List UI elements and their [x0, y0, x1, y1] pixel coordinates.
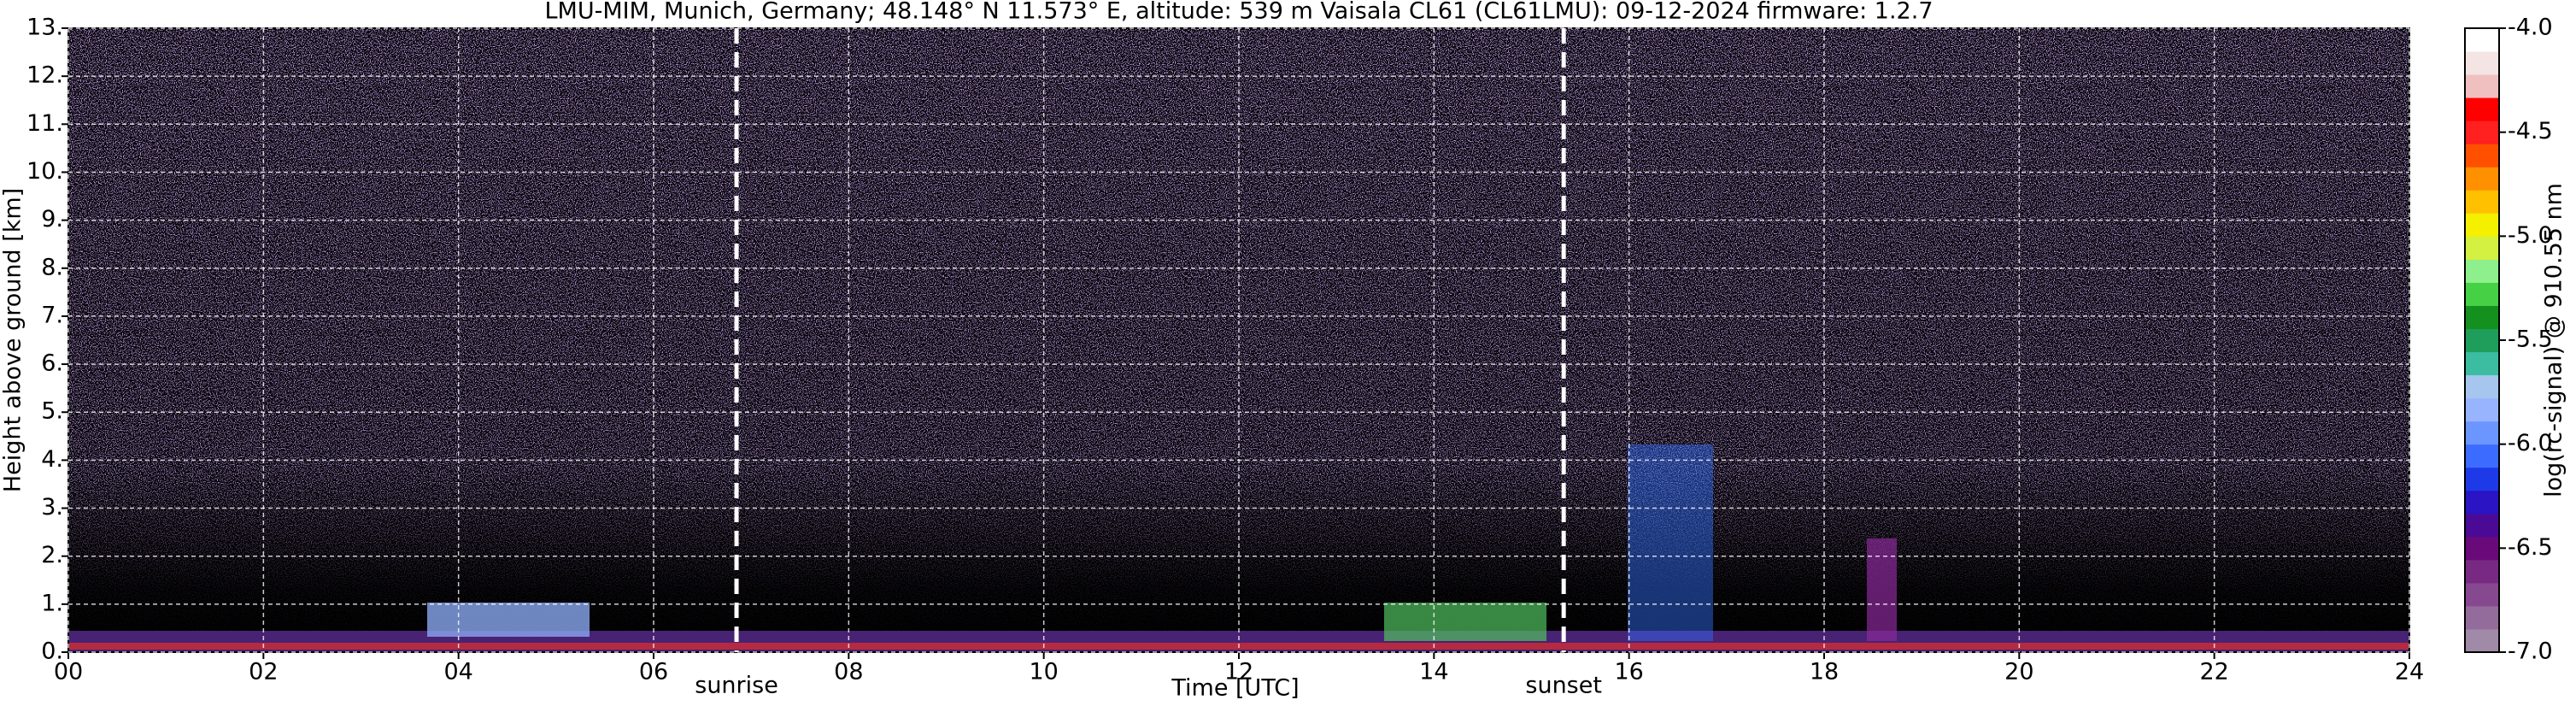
- x-tick-label: 16: [1614, 659, 1643, 685]
- colorbar-level: [2465, 328, 2499, 353]
- colorbar-tick-label: -4.5: [2508, 118, 2553, 144]
- y-tick-label: 3.: [41, 494, 63, 521]
- colorbar-level: [2465, 190, 2499, 214]
- colorbar-tick-label: -6.5: [2508, 534, 2553, 561]
- colorbar-tick-label: -5.5: [2508, 327, 2553, 353]
- y-tick-label: 7.: [41, 302, 63, 328]
- y-tick-label: 10.: [26, 158, 63, 185]
- colorbar-level: [2465, 121, 2499, 144]
- colorbar-level: [2465, 467, 2499, 491]
- colorbar-level: [2465, 236, 2499, 260]
- cloud-feature: [1628, 444, 1713, 641]
- y-tick-label: 4.: [41, 446, 63, 473]
- colorbar-level: [2465, 444, 2499, 468]
- colorbar-level: [2465, 351, 2499, 376]
- colorbar-level: [2465, 490, 2499, 515]
- x-tick-label: 04: [443, 659, 472, 685]
- colorbar-level: [2465, 374, 2499, 399]
- colorbar-level: [2465, 167, 2499, 191]
- x-tick-label: 22: [2199, 659, 2228, 685]
- annotation-label: sunrise: [695, 673, 778, 699]
- colorbar-level: [2465, 397, 2499, 422]
- y-tick-label: 0.: [41, 638, 63, 665]
- colorbar-label: log(rc-signal) @ 910.55 nm: [2541, 183, 2567, 497]
- colorbar-level: [2465, 97, 2499, 121]
- x-tick-label: 20: [2004, 659, 2033, 685]
- x-tick-label: 24: [2395, 659, 2424, 685]
- aerosol-layer: [1384, 603, 1546, 641]
- colorbar-tick-label: -6.0: [2508, 430, 2553, 456]
- y-tick-label: 8.: [41, 254, 63, 280]
- y-axis-label: Height above ground [km]: [0, 188, 26, 492]
- colorbar-level: [2465, 582, 2499, 607]
- x-tick-label: 06: [639, 659, 668, 685]
- y-tick-label: 5.: [41, 398, 63, 425]
- x-tick-label: 10: [1029, 659, 1058, 685]
- colorbar-level: [2465, 421, 2499, 445]
- colorbar-tick-label: -7.0: [2508, 638, 2553, 665]
- cloud-feature: [1867, 538, 1897, 641]
- x-tick-label: 18: [1810, 659, 1839, 685]
- colorbar-level: [2465, 28, 2499, 52]
- colorbar-level: [2465, 536, 2499, 561]
- colorbar-tick-label: -5.0: [2508, 222, 2553, 249]
- y-tick-label: 13.: [26, 15, 63, 41]
- x-tick-label: 02: [249, 659, 278, 685]
- y-tick-label: 12.: [26, 62, 63, 89]
- x-tick-label: 14: [1419, 659, 1448, 685]
- colorbar-level: [2465, 513, 2499, 538]
- y-tick-label: 6.: [41, 350, 63, 377]
- x-tick-label: 08: [834, 659, 863, 685]
- colorbar-level: [2465, 282, 2499, 306]
- colorbar-tick-label: -4.0: [2508, 15, 2553, 41]
- y-tick-label: 1.: [41, 590, 63, 616]
- colorbar-level: [2465, 213, 2499, 237]
- colorbar-level: [2465, 51, 2499, 75]
- colorbar-level: [2465, 605, 2499, 630]
- colorbar-level: [2465, 259, 2499, 283]
- x-tick-label: 12: [1224, 659, 1253, 685]
- colorbar-level: [2465, 628, 2499, 653]
- y-tick-label: 9.: [41, 206, 63, 232]
- chart-title: LMU-MIM, Munich, Germany; 48.148° N 11.5…: [544, 0, 1933, 25]
- colorbar-level: [2465, 305, 2499, 329]
- x-tick-label: 00: [54, 659, 83, 685]
- aerosol-layer: [427, 603, 590, 637]
- colorbar-level: [2465, 144, 2499, 168]
- y-tick-label: 2.: [41, 542, 63, 568]
- y-tick-label: 11.: [26, 110, 63, 137]
- colorbar-level: [2465, 74, 2499, 98]
- x-axis-label: Time [UTC]: [1171, 675, 1299, 702]
- colorbar-level: [2465, 559, 2499, 584]
- annotation-label: sunset: [1525, 673, 1602, 699]
